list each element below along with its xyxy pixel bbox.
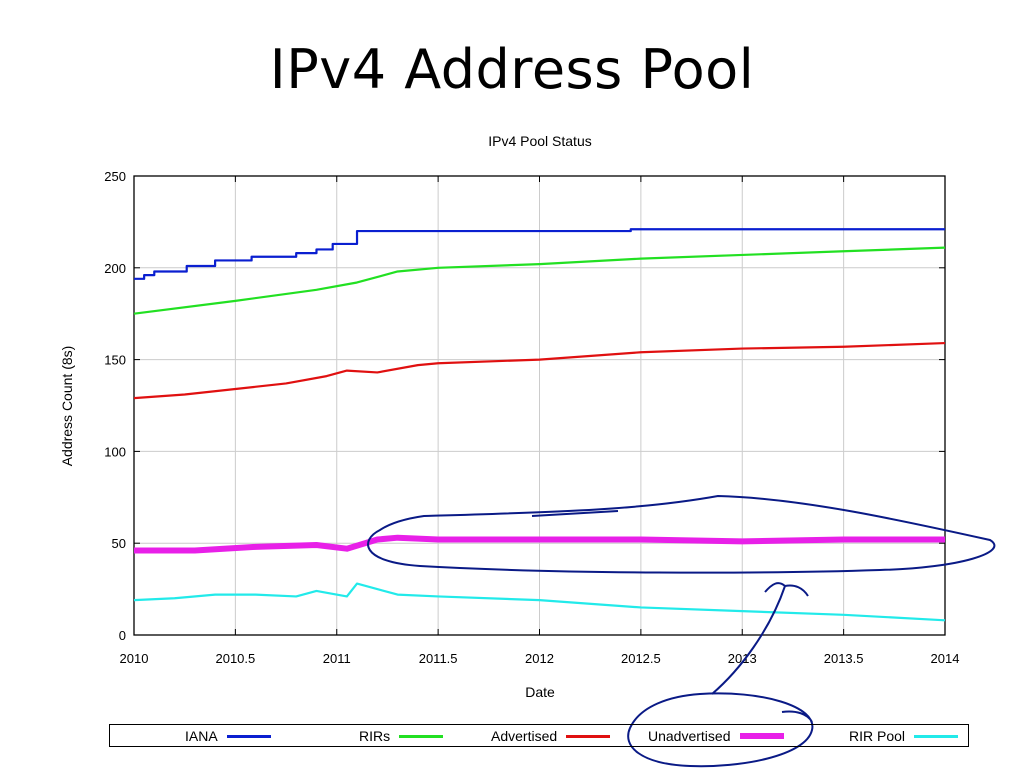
y-tick-label: 0 (119, 628, 126, 643)
legend-label: RIRs (359, 728, 391, 744)
legend-swatch (566, 734, 611, 738)
x-tick-label: 2013.5 (824, 651, 864, 666)
slide-title: IPv4 Address Pool (269, 38, 755, 101)
legend-label: Advertised (491, 728, 558, 744)
grid-lines (134, 176, 945, 635)
x-tick-label: 2010 (120, 651, 149, 666)
series-line-unadvertised (134, 534, 945, 554)
legend-label: IANA (185, 728, 218, 744)
chart-title: IPv4 Pool Status (488, 133, 592, 149)
annotation-legend-circle-stroke (627, 692, 814, 768)
legend-item-rirs: RIRs (359, 727, 444, 745)
series-line-iana (134, 228, 945, 280)
x-tick-label: 2011 (323, 651, 351, 666)
series-layer (133, 228, 946, 622)
series-line-rirs (133, 246, 946, 315)
y-tick-label: 200 (104, 261, 126, 276)
annotation-arrow-stroke (711, 582, 809, 695)
series-line-rir-pool (133, 582, 946, 622)
chart-legend: IANA RIRs Advertised Unadvertised RIR Po… (109, 724, 969, 747)
y-axis-label: Address Count (8s) (59, 346, 75, 467)
y-tick-label: 150 (104, 353, 126, 368)
legend-item-iana: IANA (185, 727, 271, 745)
legend-item-unadvertised: Unadvertised (648, 727, 784, 745)
x-tick-label: 2012 (525, 651, 554, 666)
x-tick-label: 2010.5 (215, 651, 255, 666)
y-tick-label: 50 (112, 536, 126, 551)
x-tick-label: 2013 (728, 651, 757, 666)
annotation-tick-stroke (531, 510, 619, 517)
legend-swatch (226, 734, 271, 738)
x-tick-label: 2011.5 (419, 651, 458, 666)
legend-label: Unadvertised (648, 728, 731, 744)
legend-swatch (739, 733, 784, 739)
x-axis-label: Date (525, 684, 555, 700)
y-tick-label: 100 (104, 444, 126, 459)
legend-swatch (914, 734, 959, 738)
series-line-advertised (133, 341, 946, 400)
annotation-ellipse-stroke (367, 494, 996, 574)
y-tick-label: 250 (104, 169, 126, 184)
handdrawn-annotation (367, 494, 996, 768)
legend-label: RIR Pool (849, 728, 906, 744)
axis-ticks: 2010 2010.5 2011 2011.5 2012 2012.5 2013 2013.5… (104, 169, 959, 666)
legend-swatch (399, 734, 444, 738)
legend-item-advertised: Advertised (491, 727, 611, 745)
x-tick-label: 2014 (931, 651, 960, 666)
legend-item-rir-pool: RIR Pool (849, 727, 959, 745)
x-tick-label: 2012.5 (621, 651, 661, 666)
